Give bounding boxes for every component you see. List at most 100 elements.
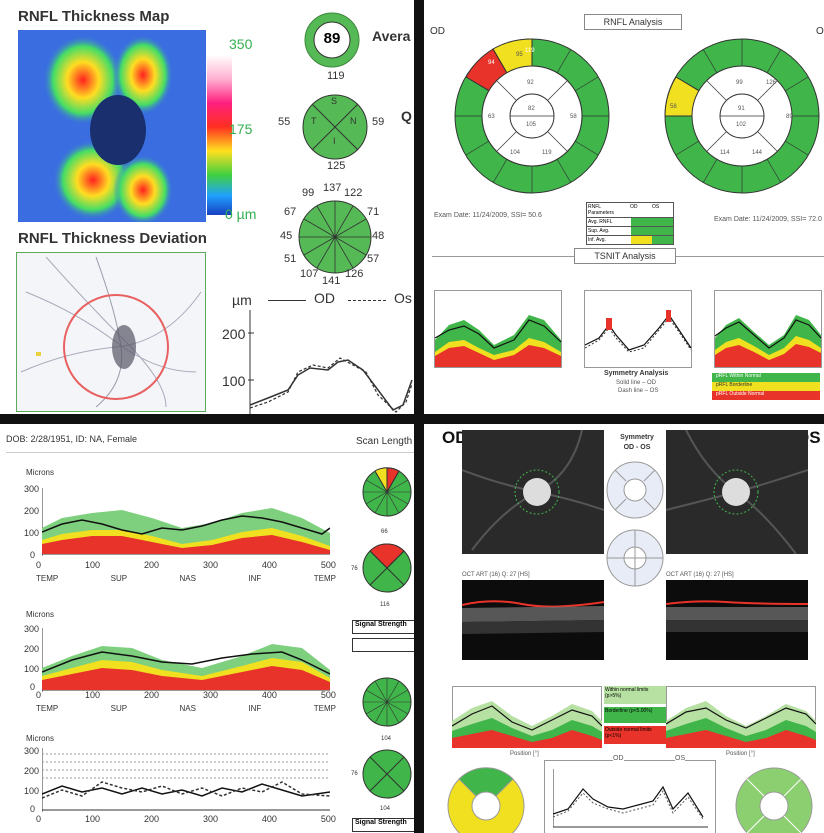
overlay-os: OS	[675, 755, 686, 762]
x-label: INF	[248, 704, 262, 713]
clock-circle-2	[362, 677, 412, 727]
x-tick: 200	[143, 690, 159, 700]
param-sup: Sup. Avg.	[588, 228, 610, 234]
chart-y200: 200	[222, 326, 246, 342]
legend-outside: Outside normal limits (p<1%)	[604, 726, 666, 744]
param-inf-od	[631, 236, 652, 244]
c1-y300: 300	[24, 484, 40, 494]
od-xlabel: Position [°]	[510, 751, 539, 757]
symmetry-dash: Dash line – OS	[618, 388, 659, 394]
od-corner-label: OD	[430, 26, 445, 37]
title-thickness-map: RNFL Thickness Map	[18, 8, 170, 25]
x-label: TEMP	[36, 704, 59, 713]
rnfl-analysis-title: RNFL Analysis	[584, 14, 682, 30]
od-val-inner-right: 58	[570, 114, 577, 120]
x-label: TEMP	[36, 574, 59, 583]
od-val-inner-bottom-2: 119	[542, 150, 552, 156]
os-legend-line	[348, 300, 386, 301]
clock-48: 48	[372, 230, 385, 242]
od-val-red: 94	[488, 60, 495, 66]
symmetry-title: Symmetry Analysis	[604, 370, 669, 377]
symmetry-chart	[584, 290, 692, 368]
os-val-inner-top-2: 126	[766, 80, 777, 86]
os-clock-donut	[664, 38, 820, 194]
clock-45: 45	[280, 230, 293, 242]
x-tick: 400	[261, 690, 277, 700]
quad-s: S	[331, 96, 338, 106]
od-val-center-top: 82	[528, 106, 535, 112]
os-val-center-top: 91	[738, 106, 745, 112]
exam-os: Exam Date: 11/24/2009, SSI= 72.0	[714, 216, 822, 223]
microns-label-3: Microns	[26, 734, 55, 743]
c3-y0: 0	[30, 804, 36, 814]
profile-chart-1	[42, 488, 330, 556]
scan-length-label: Scan Length	[356, 436, 413, 447]
param-avg-od	[631, 218, 652, 226]
overlay-chart-box: OD OS	[544, 755, 716, 833]
panel-tsnit-profiles: DOB: 2/28/1951, ID: NA, Female Scan Leng…	[0, 424, 414, 833]
overlay-od-os-chart	[553, 769, 708, 828]
clock-107: 107	[300, 268, 319, 280]
tsnit-os-chart	[714, 290, 822, 368]
quad-n: N	[350, 116, 357, 126]
os-sector-circle	[735, 767, 813, 833]
overlay-od: OD	[613, 755, 624, 762]
legend-borderline: Borderline (p<5.00%)	[604, 707, 666, 723]
x-tick: 300	[202, 560, 218, 570]
x-tick: 500	[320, 560, 336, 570]
rnfl-param-table: RNFL Parameters OD OS Avg. RNFL Sup. Avg. …	[586, 202, 674, 245]
oct-label-os: OCT ART (16) Q: 27 [HS]	[666, 572, 734, 578]
chart-unit: µm	[232, 292, 252, 308]
clock-99: 99	[302, 187, 315, 199]
vertical-divider-bottom	[414, 424, 424, 833]
os-corner-label: O	[816, 26, 824, 37]
signal-strength-bar-1	[352, 638, 414, 652]
os-xlabel: Position [°]	[726, 751, 755, 757]
legend-within: Within normal limits (p>5%)	[604, 686, 666, 704]
clock-126: 126	[345, 268, 364, 280]
clock-122: 122	[344, 187, 363, 199]
c3-y300: 300	[24, 746, 40, 756]
od-thickness-chart	[452, 686, 602, 748]
color-scale-bar	[207, 55, 232, 215]
quad2-bottom: 104	[380, 806, 391, 812]
c2-x-ticks: 0 100 200 300 400 500	[36, 690, 336, 700]
param-sup-os	[652, 227, 673, 235]
os-val-yellow: 58	[670, 104, 677, 110]
q-label: Q	[401, 108, 412, 124]
param-avg-os	[652, 218, 673, 226]
od-legend-line	[268, 300, 306, 301]
quad-top-value: 119	[327, 70, 345, 82]
od-clock-donut	[454, 38, 610, 194]
c1-y100: 100	[24, 528, 40, 538]
x-tick: 400	[261, 814, 277, 824]
symmetry-title: Symmetry	[620, 434, 654, 441]
signal-strength-box-1: Signal Strength	[352, 620, 414, 634]
os-thickness-chart	[666, 686, 816, 748]
c3-y100: 100	[24, 786, 40, 796]
tsnit-legend: pRFL Within Normal pRFL Borderline pRFL …	[712, 373, 820, 400]
c3-y200: 200	[24, 766, 40, 776]
od-label: OD	[442, 428, 468, 447]
clock-hour-circle	[298, 200, 372, 274]
average-circle	[304, 12, 360, 68]
quad2-left: 76	[351, 771, 358, 777]
x-tick: 0	[36, 560, 42, 570]
os-val-inner-top: 99	[736, 80, 743, 86]
c2-y100: 100	[24, 664, 40, 674]
quad2-top: 104	[381, 736, 392, 742]
x-tick: 200	[143, 560, 159, 570]
chart-os-label: Os	[394, 290, 412, 306]
deviation-fundus-image	[16, 252, 206, 412]
quad-right-value: 59	[372, 116, 385, 128]
x-tick: 0	[36, 690, 42, 700]
od-val-inner-bottom: 104	[510, 150, 521, 156]
od-os-profile-chart	[248, 310, 413, 414]
vertical-divider-top	[414, 0, 424, 414]
quad-circle-2	[362, 749, 412, 799]
symmetry-subtitle: OD - OS	[623, 444, 651, 451]
x-tick: 500	[320, 690, 336, 700]
clock-51: 51	[284, 253, 297, 265]
od-val-inner-left: 63	[488, 114, 495, 120]
header-underline	[6, 452, 414, 453]
